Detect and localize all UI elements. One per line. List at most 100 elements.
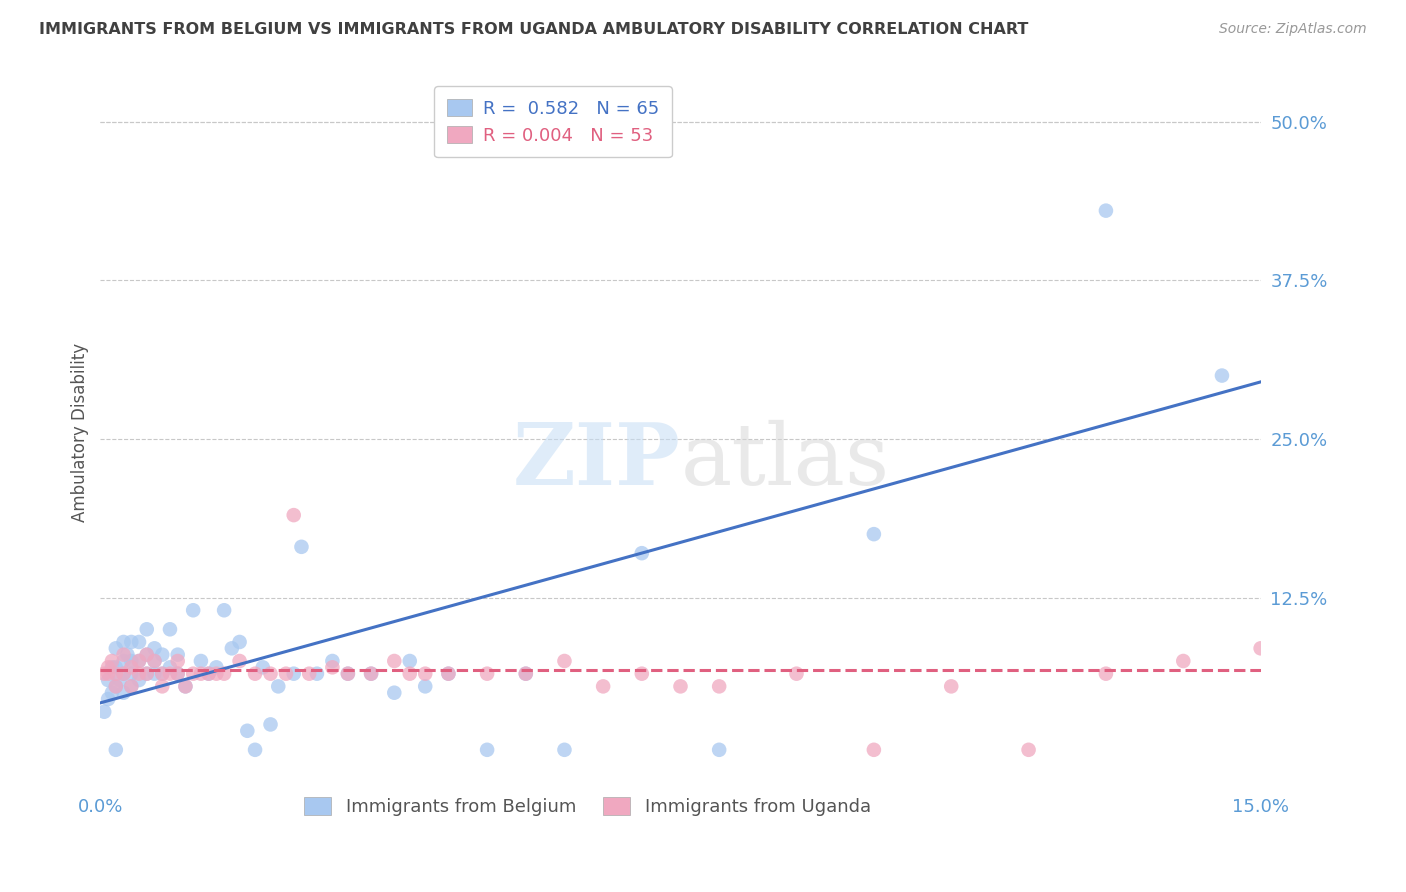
Point (143, 654, 166, 668)
Point (1095, 666, 1118, 681)
Point (104, 743, 127, 757)
Point (93, 705, 115, 719)
Point (117, 648, 139, 662)
Point (135, 648, 157, 662)
Point (475, 743, 498, 757)
Point (212, 603, 235, 617)
Point (437, 666, 460, 681)
Point (135, 622, 157, 636)
Point (174, 679, 197, 693)
Point (104, 679, 127, 693)
Point (108, 673, 131, 687)
Point (166, 648, 188, 662)
Point (1095, 203, 1118, 218)
Point (143, 666, 166, 681)
Point (941, 679, 963, 693)
Point (120, 679, 142, 693)
Point (197, 666, 219, 681)
Point (863, 743, 886, 757)
Point (181, 666, 204, 681)
Point (336, 666, 359, 681)
Point (143, 654, 166, 668)
Point (321, 660, 343, 674)
Point (259, 666, 281, 681)
Point (321, 654, 343, 668)
Point (382, 686, 405, 700)
Point (1211, 368, 1233, 383)
Point (150, 666, 173, 681)
Text: Source: ZipAtlas.com: Source: ZipAtlas.com (1219, 22, 1367, 37)
Point (97, 666, 120, 681)
Point (592, 679, 614, 693)
Point (97, 660, 120, 674)
Point (101, 686, 124, 700)
Point (104, 679, 127, 693)
Point (104, 666, 127, 681)
Point (112, 654, 135, 668)
Point (101, 660, 124, 674)
Point (221, 641, 243, 656)
Point (707, 743, 730, 757)
Point (112, 648, 135, 662)
Point (398, 666, 420, 681)
Point (290, 540, 312, 554)
Point (236, 723, 259, 738)
Y-axis label: Ambulatory Disability: Ambulatory Disability (72, 343, 89, 522)
Point (128, 635, 150, 649)
Point (128, 654, 150, 668)
Point (104, 641, 127, 656)
Point (143, 641, 166, 656)
Point (669, 679, 692, 693)
Point (398, 654, 420, 668)
Point (205, 666, 228, 681)
Point (786, 666, 808, 681)
Point (120, 666, 142, 681)
Point (212, 666, 235, 681)
Point (228, 654, 250, 668)
Point (112, 666, 135, 681)
Point (413, 666, 436, 681)
Text: atlas: atlas (681, 419, 890, 503)
Legend: Immigrants from Belgium, Immigrants from Uganda: Immigrants from Belgium, Immigrants from… (295, 789, 880, 825)
Point (135, 666, 157, 681)
Point (228, 635, 250, 649)
Point (382, 654, 405, 668)
Point (259, 717, 281, 731)
Point (1018, 743, 1040, 757)
Point (283, 508, 305, 522)
Point (120, 660, 142, 674)
Point (128, 666, 150, 681)
Point (166, 666, 188, 681)
Point (174, 679, 197, 693)
Point (274, 666, 297, 681)
Point (112, 686, 135, 700)
Point (205, 660, 228, 674)
Point (101, 654, 124, 668)
Point (475, 666, 498, 681)
Point (360, 666, 382, 681)
Point (97, 692, 120, 706)
Point (112, 635, 135, 649)
Point (120, 635, 142, 649)
Point (1250, 641, 1272, 656)
Text: IMMIGRANTS FROM BELGIUM VS IMMIGRANTS FROM UGANDA AMBULATORY DISABILITY CORRELAT: IMMIGRANTS FROM BELGIUM VS IMMIGRANTS FR… (39, 22, 1029, 37)
Point (630, 546, 652, 560)
Point (298, 666, 321, 681)
Point (515, 666, 537, 681)
Point (128, 654, 150, 668)
Point (120, 654, 142, 668)
Point (515, 666, 537, 681)
Point (197, 666, 219, 681)
Point (166, 666, 188, 681)
Point (135, 666, 157, 681)
Point (252, 660, 274, 674)
Point (181, 603, 204, 617)
Point (150, 679, 173, 693)
Text: ZIP: ZIP (513, 419, 681, 503)
Point (243, 743, 266, 757)
Point (630, 666, 652, 681)
Point (243, 666, 266, 681)
Point (159, 660, 181, 674)
Point (104, 660, 127, 674)
Point (120, 679, 142, 693)
